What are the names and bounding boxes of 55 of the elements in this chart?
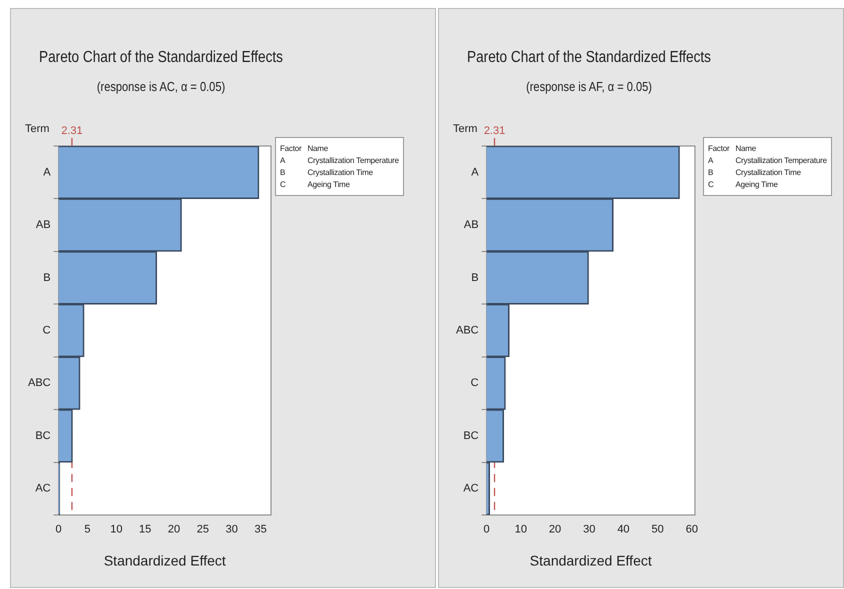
x-tick-label: 0 xyxy=(484,524,490,536)
text: Crystallization Time xyxy=(307,168,374,177)
ref-line-label: 2.31 xyxy=(61,125,83,137)
ref-line-label: 2.31 xyxy=(484,125,506,137)
text: Ageing Time xyxy=(735,180,779,189)
text: B xyxy=(708,168,714,177)
text: Crystallization Time xyxy=(735,168,802,177)
x-tick-label: 10 xyxy=(110,524,122,536)
text: Crystallization Temperature xyxy=(307,156,399,165)
text: B xyxy=(280,168,286,177)
text: A xyxy=(708,156,714,165)
x-axis-title: Standardized Effect xyxy=(530,552,652,568)
y-tick-label: ABC xyxy=(28,377,51,390)
y-tick-label: A xyxy=(43,166,52,178)
text: C xyxy=(708,180,715,189)
y-tick-label: B xyxy=(43,272,51,284)
y-axis-title: Term xyxy=(25,123,50,135)
chart-title: Pareto Chart of the Standardized Effects xyxy=(38,49,284,67)
y-tick-label: B xyxy=(471,272,479,284)
chart-subtitle: (response is AF, α = 0.05) xyxy=(525,79,653,94)
x-tick-label: 50 xyxy=(652,524,664,536)
text: Factor xyxy=(708,144,730,153)
x-tick-label: 25 xyxy=(196,524,210,536)
x-tick-label: 0 xyxy=(56,524,62,536)
y-tick-label: C xyxy=(42,324,51,337)
text: Factor xyxy=(280,144,302,153)
x-tick-label: 5 xyxy=(84,524,91,536)
x-tick-label: 60 xyxy=(686,524,698,536)
chart-title: Pareto Chart of the Standardized Effects xyxy=(466,49,712,67)
text: Crystallization Temperature xyxy=(735,156,827,165)
y-tick-label: ABC xyxy=(456,324,479,337)
text: C xyxy=(280,180,287,189)
chart-subtitle: (response is AC, α = 0.05) xyxy=(96,79,226,94)
x-tick-label: 10 xyxy=(514,524,527,536)
y-tick-label: C xyxy=(470,377,479,390)
x-tick-label: 30 xyxy=(226,524,238,536)
y-tick-label: A xyxy=(471,166,480,178)
y-tick-label: AC xyxy=(35,482,51,495)
x-tick-label: 30 xyxy=(583,524,596,536)
y-tick-label: AC xyxy=(463,482,479,495)
y-tick-label: BC xyxy=(35,430,51,442)
y-tick-label: AB xyxy=(464,219,479,232)
x-tick-label: 35 xyxy=(254,524,267,536)
text: Ageing Time xyxy=(307,180,351,189)
x-tick-label: 40 xyxy=(617,524,630,536)
x-tick-label: 20 xyxy=(168,524,180,536)
y-tick-label: AB xyxy=(36,219,51,232)
text: A xyxy=(280,156,286,165)
text: Name xyxy=(735,144,758,153)
x-axis-title: Standardized Effect xyxy=(104,552,226,568)
text: Name xyxy=(307,144,330,153)
y-tick-label: BC xyxy=(463,430,479,442)
y-axis-title: Term xyxy=(453,123,478,135)
x-tick-label: 20 xyxy=(548,524,562,536)
x-tick-label: 15 xyxy=(139,524,152,536)
